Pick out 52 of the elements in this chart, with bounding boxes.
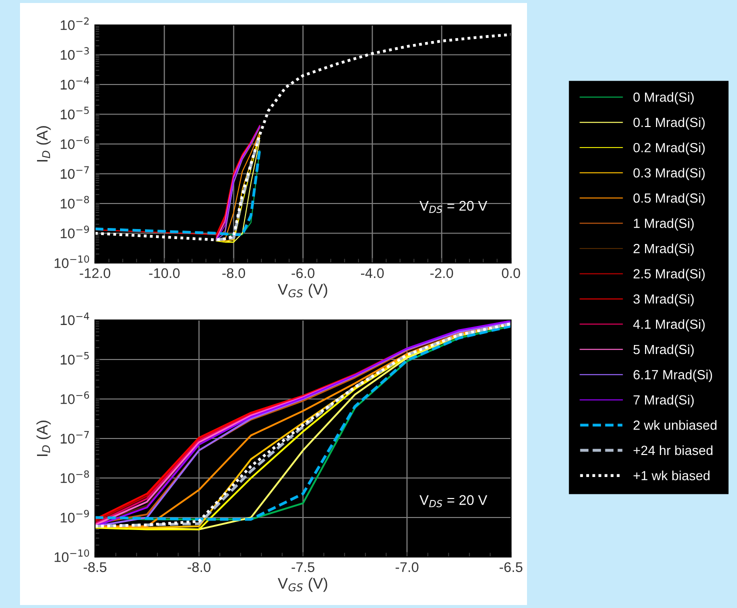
x-axis-title: V$_{GS}$ (V)	[278, 284, 328, 298]
legend-label: 0.1 Mrad(Si)	[633, 117, 705, 130]
y-tick-label: 10$^{−4}$	[60, 312, 90, 326]
y-tick-label: 10$^{−2}$	[60, 17, 89, 30]
y-tick-label: 10$^{−7}$	[60, 166, 89, 179]
x-tick-label: -7.0	[396, 562, 418, 572]
legend-label: 5 Mrad(Si)	[633, 344, 694, 357]
x-tick-label: -8.0	[188, 562, 210, 572]
annotation: V$_{DS}$ = 20 V	[420, 200, 488, 214]
x-tick-label: -10.0	[149, 268, 180, 278]
legend-label: 7 Mrad(Si)	[634, 394, 694, 408]
x-tick-label: -12.0	[80, 268, 110, 278]
legend-label: 0 Mrad(Si)	[633, 92, 694, 104]
legend-label: 4.1 Mrad(Si)	[633, 319, 705, 332]
legend-label: +24 hr biased	[634, 445, 712, 456]
legend-label: 2 wk unbiased	[634, 420, 716, 430]
y-axis-title: I$_{D}$ (A)	[36, 126, 51, 162]
y-tick-label: 10$^{−6}$	[60, 391, 90, 404]
y-tick-label: 10$^{−3}$	[60, 47, 89, 60]
x-axis-title: V$_{GS}$ (V)	[278, 578, 328, 592]
y-tick-label: 10$^{−8}$	[60, 470, 89, 484]
y-tick-label: 10$^{−7}$	[60, 431, 89, 444]
y-tick-label: 10$^{−10}$	[54, 549, 90, 562]
x-tick-label: -8.5	[84, 562, 106, 572]
legend-label: 2.5 Mrad(Si)	[634, 268, 705, 282]
x-tick-label: -6.5	[500, 562, 522, 572]
y-tick-label: 10$^{−8}$	[60, 196, 89, 209]
line-series	[95, 148, 262, 236]
y-tick-label: 10$^{−9}$	[60, 226, 89, 238]
legend-label: 6.17 Mrad(Si)	[634, 370, 712, 382]
legend-label: 0.2 Mrad(Si)	[633, 142, 705, 155]
x-tick-label: -7.5	[292, 562, 314, 572]
x-tick-label: -8.0	[222, 268, 246, 278]
legend-label: 2 Mrad(Si)	[634, 244, 694, 256]
legend-label: +1 wk biased	[634, 470, 710, 480]
legend-label: 0.3 Mrad(Si)	[633, 168, 705, 180]
line-series	[95, 33, 511, 242]
x-tick-label: 0.0	[502, 268, 520, 278]
legend-label: 1 Mrad(Si)	[634, 218, 694, 231]
annotation: V$_{DS}$ = 20 V	[420, 495, 488, 508]
y-tick-label: 10$^{−5}$	[60, 352, 89, 365]
y-tick-label: 10$^{−6}$	[60, 136, 90, 150]
y-axis-title: I$_{D}$ (A)	[36, 420, 51, 456]
y-tick-label: 10$^{−4}$	[60, 77, 90, 90]
x-tick-label: -2.0	[430, 268, 454, 278]
legend-label: 3 Mrad(Si)	[633, 294, 694, 306]
legend-label: 0.5 Mrad(Si)	[633, 193, 705, 206]
y-tick-label: 10$^{−9}$	[60, 510, 89, 523]
x-tick-label: -6.0	[292, 268, 314, 278]
y-tick-label: 10$^{−5}$	[60, 106, 89, 120]
x-tick-label: -4.0	[360, 268, 384, 278]
y-tick-label: 10$^{−10}$	[54, 255, 90, 268]
